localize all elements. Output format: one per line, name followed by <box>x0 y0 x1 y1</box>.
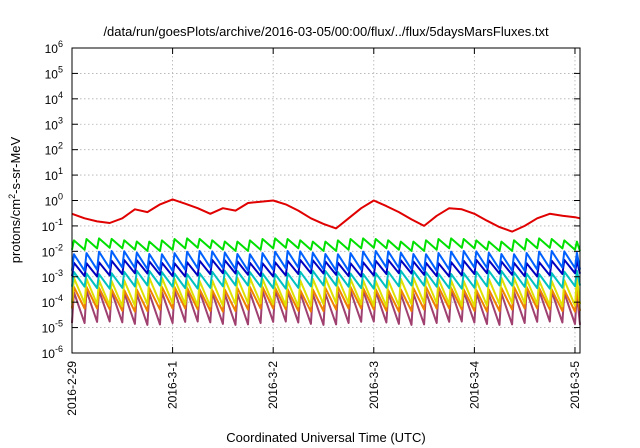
series-line <box>71 237 581 252</box>
y-axis-label: protons/cm2-s-sr-MeV <box>7 136 23 263</box>
x-tick-label: 2016-3-5 <box>568 361 582 409</box>
y-tick-label: 10-1 <box>42 217 63 234</box>
chart-title: /data/run/goesPlots/archive/2016-03-05/0… <box>103 24 549 39</box>
y-tick-label: 100 <box>45 192 63 209</box>
y-tick-label: 10-3 <box>42 268 63 285</box>
y-tick-label: 102 <box>45 141 63 158</box>
y-tick-labels: 10-6 10-5 10-4 10-3 10-2 10-1 100 101 102 103 104 1… <box>42 39 63 361</box>
y-tick-label: 104 <box>45 90 63 107</box>
y-tick-label: 10-4 <box>42 293 63 310</box>
y-tick-label: 106 <box>45 39 63 56</box>
series-layer <box>71 198 581 326</box>
x-tick-label: 2016-3-3 <box>367 361 381 409</box>
y-tick-label: 101 <box>45 166 63 183</box>
x-tick-label: 2016-3-2 <box>266 361 280 409</box>
y-tick-label: 10-6 <box>42 344 63 361</box>
y-tick-label: 10-2 <box>42 242 63 259</box>
axis-ticks <box>71 47 580 354</box>
x-tick-label: 2016-3-4 <box>467 361 481 409</box>
x-tick-labels: 2016-2-29 2016-3-1 2016-3-2 2016-3-3 2016-3-… <box>65 361 582 416</box>
series-line <box>71 250 581 272</box>
series-line <box>71 198 581 233</box>
series-line <box>71 269 581 290</box>
x-tick-label: 2016-2-29 <box>65 361 79 416</box>
y-tick-label: 10-5 <box>42 319 63 336</box>
x-tick-label: 2016-3-1 <box>166 361 180 409</box>
y-tick-label: 103 <box>45 115 63 132</box>
y-tick-label: 105 <box>45 64 63 81</box>
x-axis-label: Coordinated Universal Time (UTC) <box>226 430 425 445</box>
